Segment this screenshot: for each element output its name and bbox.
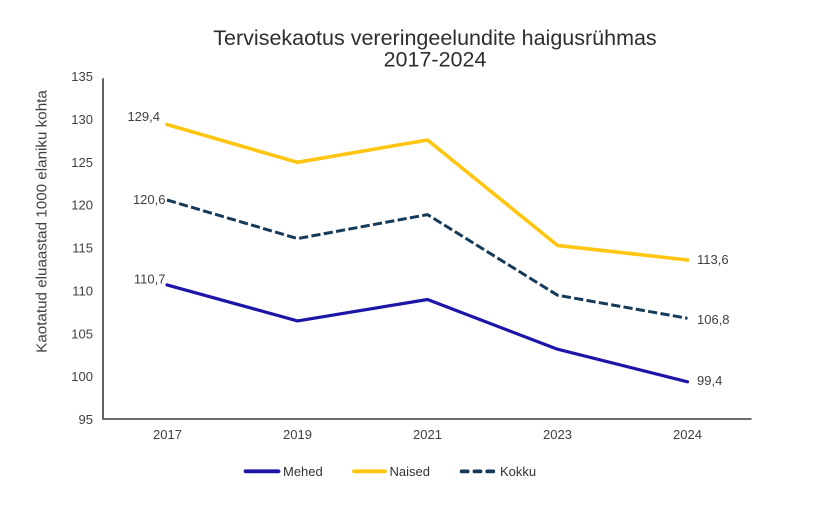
svg-text:125: 125 bbox=[71, 155, 93, 170]
svg-text:113,6: 113,6 bbox=[697, 252, 729, 267]
svg-text:Kaotatud eluaastad 1000 elanik: Kaotatud eluaastad 1000 elaniku kohta bbox=[34, 90, 51, 353]
svg-text:2024: 2024 bbox=[673, 427, 702, 442]
svg-text:110,7: 110,7 bbox=[134, 272, 166, 287]
svg-text:Mehed: Mehed bbox=[283, 464, 323, 479]
svg-text:115: 115 bbox=[72, 241, 93, 256]
svg-text:120,6: 120,6 bbox=[133, 192, 166, 207]
svg-text:2017-2024: 2017-2024 bbox=[384, 48, 487, 72]
svg-text:110: 110 bbox=[72, 283, 93, 298]
svg-text:130: 130 bbox=[71, 112, 93, 127]
svg-text:105: 105 bbox=[71, 326, 93, 341]
svg-text:99,4: 99,4 bbox=[697, 373, 722, 388]
svg-text:2017: 2017 bbox=[153, 427, 182, 442]
svg-text:129,4: 129,4 bbox=[127, 109, 160, 124]
svg-text:120: 120 bbox=[71, 198, 93, 213]
svg-text:106,8: 106,8 bbox=[697, 312, 730, 327]
svg-text:2021: 2021 bbox=[413, 427, 442, 442]
svg-text:95: 95 bbox=[79, 412, 93, 427]
svg-text:Tervisekaotus vereringeelundit: Tervisekaotus vereringeelundite haigusrü… bbox=[213, 26, 656, 50]
svg-text:Naised: Naised bbox=[390, 464, 430, 479]
svg-text:2019: 2019 bbox=[283, 427, 312, 442]
svg-text:100: 100 bbox=[71, 369, 93, 384]
svg-text:135: 135 bbox=[71, 69, 93, 84]
svg-text:Kokku: Kokku bbox=[500, 464, 536, 479]
svg-text:2023: 2023 bbox=[543, 427, 572, 442]
